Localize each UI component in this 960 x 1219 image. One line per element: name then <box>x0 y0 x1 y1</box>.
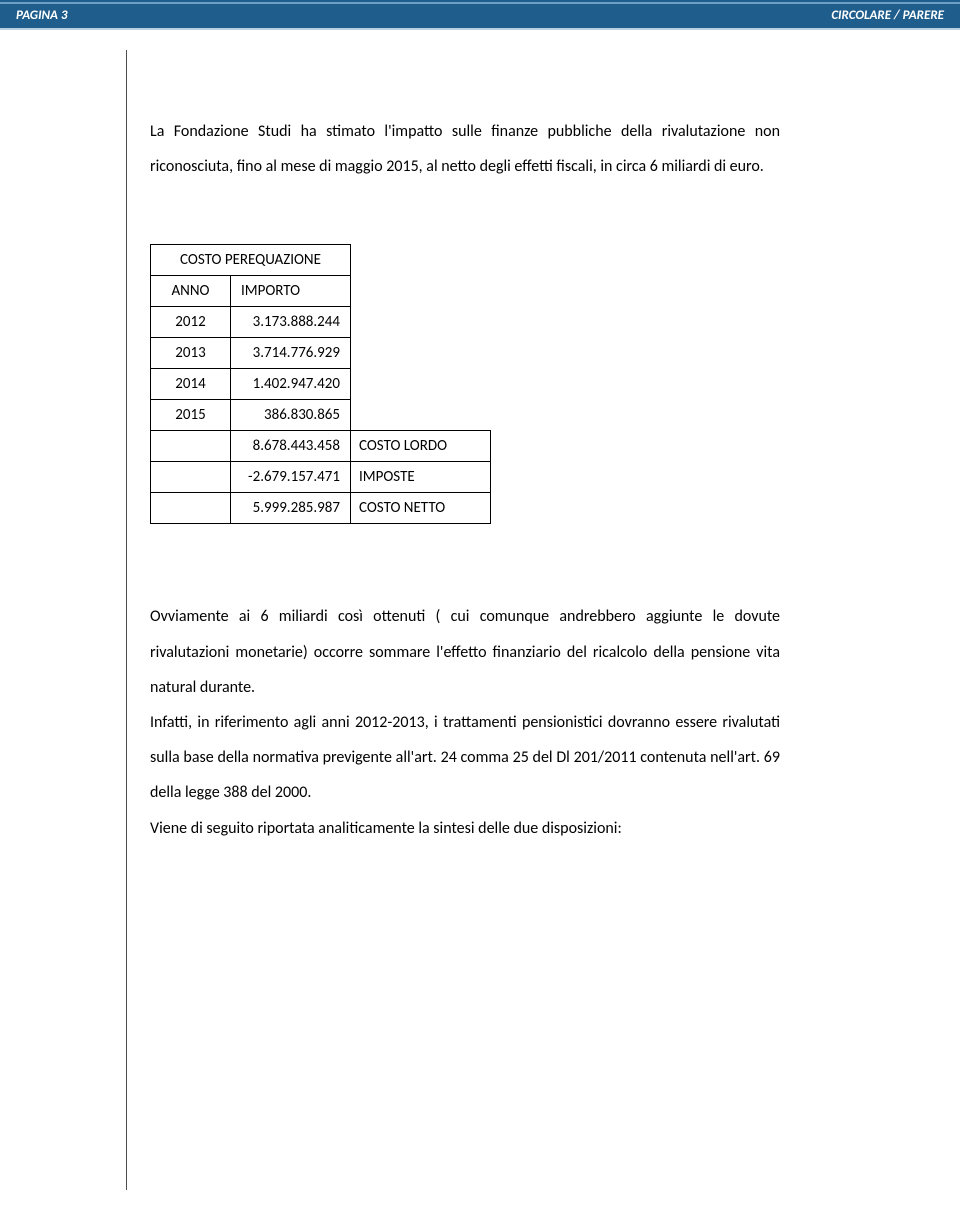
table-title-row: COSTO PEREQUAZIONE <box>151 245 491 276</box>
table-total-row: 5.999.285.987 COSTO NETTO <box>151 493 491 524</box>
table-total-row: -2.679.157.471 IMPOSTE <box>151 462 491 493</box>
year-cell: 2014 <box>151 369 231 400</box>
total-label: IMPOSTE <box>351 462 491 493</box>
total-value: 8.678.443.458 <box>231 431 351 462</box>
table-header-row: ANNO IMPORTO <box>151 276 491 307</box>
header-doc-type: CIRCOLARE / PARERE <box>831 8 944 23</box>
body-paragraph-a: Ovviamente ai 6 miliardi così ottenuti (… <box>150 599 780 705</box>
importo-cell: 386.830.865 <box>231 400 351 431</box>
total-label: COSTO LORDO <box>351 431 491 462</box>
total-value: -2.679.157.471 <box>231 462 351 493</box>
table-title: COSTO PEREQUAZIONE <box>151 245 351 276</box>
page-header: PAGINA 3 CIRCOLARE / PARERE <box>0 0 960 30</box>
importo-cell: 1.402.947.420 <box>231 369 351 400</box>
vertical-rule <box>126 50 127 1190</box>
page-content: La Fondazione Studi ha stimato l'impatto… <box>150 30 780 846</box>
col-anno: ANNO <box>151 276 231 307</box>
year-cell: 2013 <box>151 338 231 369</box>
table-row: 2015 386.830.865 <box>151 400 491 431</box>
table-row: 2012 3.173.888.244 <box>151 307 491 338</box>
costo-perequazione-table: COSTO PEREQUAZIONE ANNO IMPORTO 2012 3.1… <box>150 244 491 524</box>
table-total-row: 8.678.443.458 COSTO LORDO <box>151 431 491 462</box>
importo-cell: 3.714.776.929 <box>231 338 351 369</box>
col-importo: IMPORTO <box>231 276 351 307</box>
body-paragraph-c: Viene di seguito riportata analiticament… <box>150 811 780 846</box>
total-value: 5.999.285.987 <box>231 493 351 524</box>
year-cell: 2012 <box>151 307 231 338</box>
costo-table: COSTO PEREQUAZIONE ANNO IMPORTO 2012 3.1… <box>150 244 491 524</box>
header-page-label: PAGINA 3 <box>16 8 67 23</box>
header-accent-top <box>0 2 960 4</box>
year-cell: 2015 <box>151 400 231 431</box>
header-accent-bottom <box>0 28 960 30</box>
body-paragraph-b: Infatti, in riferimento agli anni 2012-2… <box>150 705 780 811</box>
table-row: 2013 3.714.776.929 <box>151 338 491 369</box>
intro-paragraph: La Fondazione Studi ha stimato l'impatto… <box>150 114 780 184</box>
table-row: 2014 1.402.947.420 <box>151 369 491 400</box>
importo-cell: 3.173.888.244 <box>231 307 351 338</box>
total-label: COSTO NETTO <box>351 493 491 524</box>
